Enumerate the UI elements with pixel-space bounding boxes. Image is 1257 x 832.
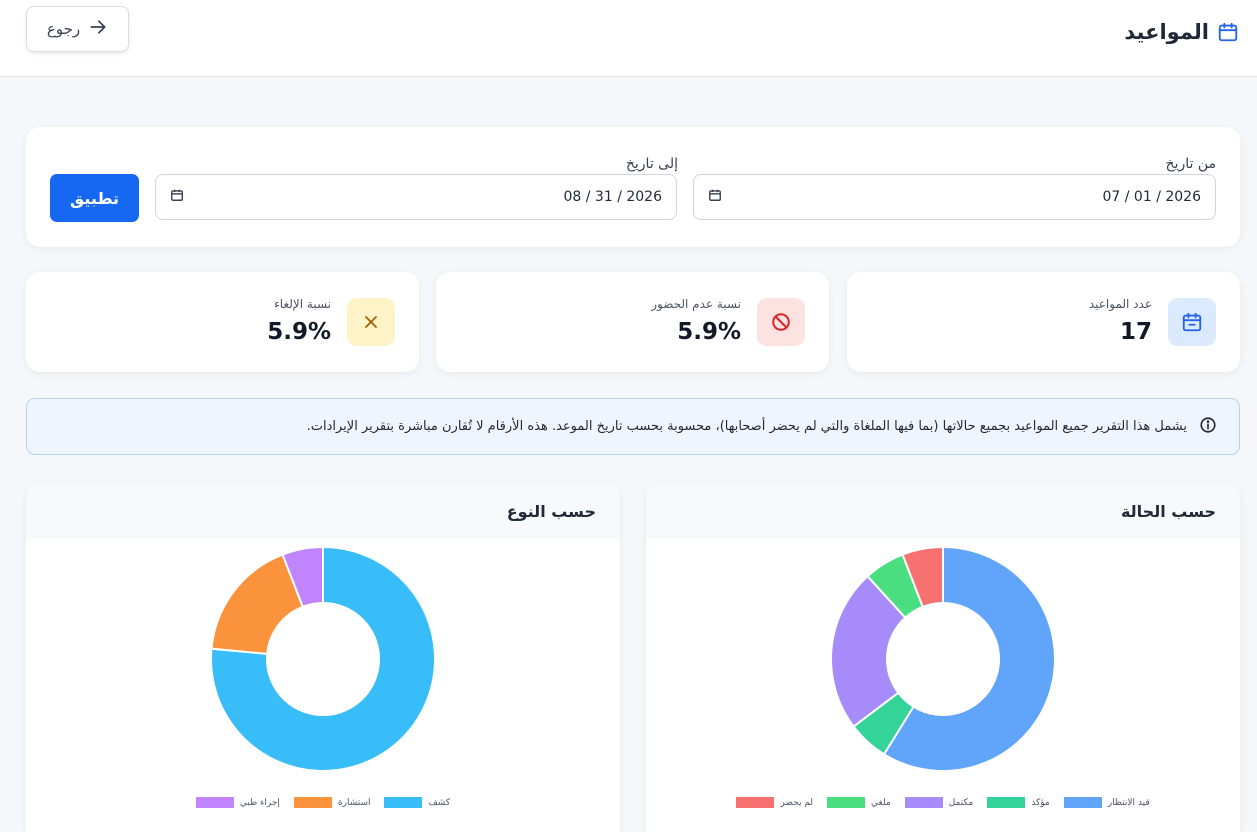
legend-swatch bbox=[384, 797, 423, 808]
info-text: يشمل هذا التقرير جميع المواعيد بجميع حال… bbox=[306, 419, 1187, 434]
legend-item[interactable]: مؤكد bbox=[987, 797, 1050, 808]
legend-item[interactable]: إجراء طبي bbox=[195, 797, 280, 808]
legend-label: قيد الانتظار bbox=[1107, 797, 1150, 808]
stat-value: 5.9% bbox=[677, 319, 741, 345]
stat-label: نسبة عدم الحضور bbox=[651, 297, 741, 311]
legend-item[interactable]: ملغي bbox=[827, 797, 891, 808]
legend-label: كشف bbox=[428, 797, 451, 808]
chart-card-status: حسب الحالة قيد الانتظار مؤكد مكتمل ملغي لم ي… bbox=[646, 483, 1240, 832]
stat-card-no-show: نسبة عدم الحضور 5.9% bbox=[436, 272, 829, 372]
to-date-input[interactable]: 08 / 31 / 2026 bbox=[155, 174, 677, 220]
legend-label: لم يحضر bbox=[780, 797, 814, 808]
apply-button[interactable]: تطبيق bbox=[50, 174, 139, 222]
calendar-small-icon[interactable] bbox=[708, 188, 722, 206]
stat-card-appointments: عدد المواعيد 17 bbox=[847, 272, 1240, 372]
legend-swatch bbox=[904, 797, 943, 808]
chart-title: حسب النوع bbox=[26, 483, 620, 539]
stat-label: عدد المواعيد bbox=[1088, 297, 1152, 311]
donut-slice[interactable] bbox=[210, 553, 305, 655]
legend-swatch bbox=[827, 797, 866, 808]
to-date-value: 08 / 31 / 2026 bbox=[563, 189, 663, 205]
donut-slice[interactable] bbox=[830, 574, 907, 728]
legend-swatch bbox=[195, 797, 234, 808]
donut-slice[interactable] bbox=[901, 545, 944, 609]
calendar-small-icon[interactable] bbox=[170, 188, 184, 206]
ban-icon bbox=[757, 298, 805, 346]
legend-item[interactable]: كشف bbox=[384, 797, 450, 808]
chart-title: حسب الحالة bbox=[646, 483, 1240, 539]
to-date-label: إلى تاريخ bbox=[625, 156, 678, 172]
legend-label: إجراء طبي bbox=[239, 797, 280, 808]
chart-legend: قيد الانتظار مؤكد مكتمل ملغي لم يحضر bbox=[646, 797, 1240, 808]
page-title: المواعيد bbox=[1124, 17, 1239, 47]
arrow-right-icon bbox=[88, 17, 108, 41]
calendar-icon bbox=[1168, 298, 1216, 346]
chart-legend: كشف استشارة إجراء طبي bbox=[26, 797, 620, 808]
legend-label: مكتمل bbox=[948, 797, 974, 808]
info-icon bbox=[1199, 416, 1217, 438]
donut-slice[interactable] bbox=[210, 545, 436, 772]
info-banner: يشمل هذا التقرير جميع المواعيد بجميع حال… bbox=[26, 398, 1240, 455]
legend-swatch bbox=[736, 797, 775, 808]
from-date-label: من تاريخ bbox=[1165, 156, 1216, 172]
donut-chart-type bbox=[210, 545, 436, 772]
from-date-value: 07 / 01 / 2026 bbox=[1102, 189, 1202, 205]
from-date-input[interactable]: 07 / 01 / 2026 bbox=[693, 174, 1216, 220]
legend-swatch bbox=[293, 797, 332, 808]
stat-value: 5.9% bbox=[267, 319, 331, 345]
donut-slice[interactable] bbox=[281, 545, 324, 609]
back-button[interactable]: رجوع bbox=[26, 6, 129, 52]
legend-item[interactable]: لم يحضر bbox=[736, 797, 813, 808]
legend-swatch bbox=[1063, 797, 1102, 808]
page-title-text: المواعيد bbox=[1124, 20, 1209, 44]
back-button-label: رجوع bbox=[46, 20, 81, 38]
legend-item[interactable]: استشارة bbox=[293, 797, 371, 808]
legend-label: استشارة bbox=[337, 797, 371, 808]
x-icon bbox=[347, 298, 395, 346]
top-bar: المواعيد رجوع bbox=[0, 0, 1257, 77]
stat-card-cancellation: نسبة الإلغاء 5.9% bbox=[26, 272, 419, 372]
calendar-icon bbox=[1217, 21, 1239, 43]
stat-label: نسبة الإلغاء bbox=[274, 297, 331, 311]
legend-label: ملغي bbox=[871, 797, 891, 808]
legend-item[interactable]: قيد الانتظار bbox=[1063, 797, 1150, 808]
date-filter-card: من تاريخ 07 / 01 / 2026 إلى تاريخ 08 / 3… bbox=[26, 127, 1240, 247]
donut-chart-status bbox=[830, 545, 1057, 772]
stat-value: 17 bbox=[1119, 319, 1152, 345]
donut-slice[interactable] bbox=[882, 545, 1057, 772]
legend-label: مؤكد bbox=[1031, 797, 1050, 808]
legend-item[interactable]: مكتمل bbox=[904, 797, 974, 808]
legend-swatch bbox=[987, 797, 1026, 808]
chart-card-type: حسب النوع كشف استشارة إجراء طبي bbox=[26, 483, 620, 832]
